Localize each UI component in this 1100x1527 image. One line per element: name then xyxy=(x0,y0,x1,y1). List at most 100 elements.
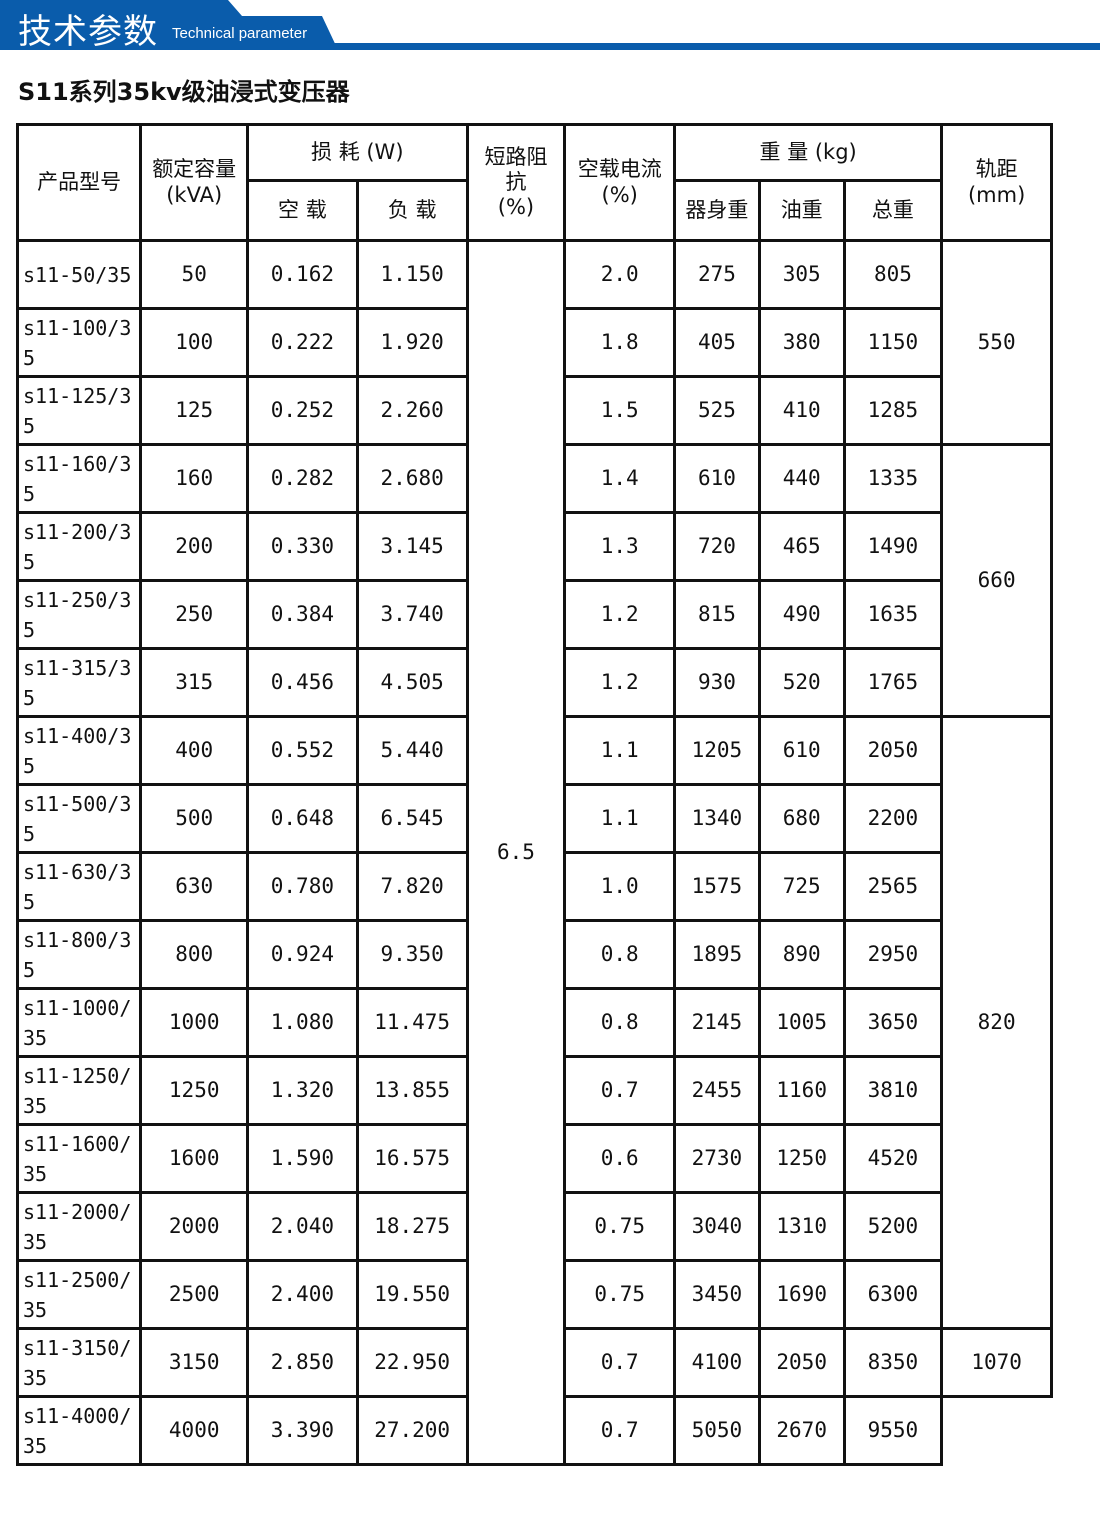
cell-capacity: 250 xyxy=(139,579,250,650)
cell-load-loss: 13.855 xyxy=(355,1055,469,1126)
cell-capacity: 2000 xyxy=(139,1191,250,1262)
banner-title-cn: 技术参数 xyxy=(18,12,158,52)
cell-total-weight: 2200 xyxy=(842,783,944,854)
cell-noload-loss: 0.456 xyxy=(246,647,359,718)
cell-load-loss: 11.475 xyxy=(355,987,469,1058)
header-rail-label: 轨距 xyxy=(975,157,1018,182)
header-weight: 重 量 (kg) xyxy=(673,123,944,182)
header-body-weight: 器身重 xyxy=(673,179,761,242)
table-row: s11-1000/35 1000 1.080 11.475 0.8 2145 1005 365… xyxy=(15,987,1052,1058)
header-current: 空载电流 (%) xyxy=(563,123,677,242)
cell-body-weight: 4100 xyxy=(673,1327,761,1398)
cell-noload-loss: 0.780 xyxy=(246,851,359,922)
cell-load-loss: 4.505 xyxy=(355,647,469,718)
cell-noload-current: 1.8 xyxy=(563,307,677,378)
table-row: s11-315/35 315 0.456 4.505 1.2 930 520 1765 xyxy=(15,647,1052,718)
table-row: s11-400/35 400 0.552 5.440 1.1 1205 610 2050 820 xyxy=(15,715,1053,1330)
cell-load-loss: 2.680 xyxy=(355,443,469,514)
document-title: S11系列35kv级油浸式变压器 xyxy=(18,78,350,106)
cell-model: s11-50/35 xyxy=(15,239,143,310)
cell-noload-loss: 2.400 xyxy=(246,1259,359,1330)
cell-body-weight: 1340 xyxy=(673,783,761,854)
table-row: s11-200/35 200 0.330 3.145 1.3 720 465 1490 xyxy=(15,511,1052,582)
cell-model: s11-1250/35 xyxy=(15,1055,143,1126)
cell-noload-loss: 0.648 xyxy=(246,783,359,854)
cell-noload-current: 1.0 xyxy=(563,851,677,922)
cell-load-loss: 7.820 xyxy=(355,851,469,922)
header-noload: 空 载 xyxy=(246,179,359,242)
cell-body-weight: 815 xyxy=(673,579,761,650)
cell-load-loss: 1.920 xyxy=(355,307,469,378)
cell-model: s11-2000/35 xyxy=(15,1191,143,1262)
header-oil-weight: 油重 xyxy=(757,179,846,242)
cell-noload-loss: 1.080 xyxy=(246,987,359,1058)
table-row: s11-2000/35 2000 2.040 18.275 0.75 3040 1310 52… xyxy=(15,1191,1052,1262)
cell-body-weight: 3450 xyxy=(673,1259,761,1330)
cell-capacity: 3150 xyxy=(139,1327,250,1398)
cell-model: s11-500/35 xyxy=(15,783,143,854)
header-capacity-unit: (kVA) xyxy=(166,182,223,207)
cell-load-loss: 18.275 xyxy=(355,1191,469,1262)
cell-body-weight: 930 xyxy=(673,647,761,718)
cell-noload-current: 1.1 xyxy=(563,783,677,854)
cell-noload-current: 0.7 xyxy=(563,1327,677,1398)
cell-noload-loss: 1.320 xyxy=(246,1055,359,1126)
table-row: s11-50/35 50 0.162 1.150 6.5 2.0 275 305 805 550 xyxy=(15,239,1053,1466)
cell-oil-weight: 1690 xyxy=(757,1259,846,1330)
cell-noload-current: 0.8 xyxy=(563,919,677,990)
cell-total-weight: 1335 xyxy=(842,443,944,514)
cell-capacity: 160 xyxy=(139,443,250,514)
table-row: s11-630/35 630 0.780 7.820 1.0 1575 725 2565 xyxy=(15,851,1052,922)
cell-capacity: 200 xyxy=(139,511,250,582)
cell-body-weight: 610 xyxy=(673,443,761,514)
cell-oil-weight: 520 xyxy=(757,647,846,718)
cell-oil-weight: 890 xyxy=(757,919,846,990)
spec-table: 产品型号 额定容量 (kVA) 损 耗 (W) 短路阻抗 (%) 空载电流 (%) 重… xyxy=(15,123,1053,1466)
cell-body-weight: 2455 xyxy=(673,1055,761,1126)
header-rail-unit: (mm) xyxy=(967,182,1026,207)
cell-noload-current: 0.8 xyxy=(563,987,677,1058)
cell-load-loss: 1.150 xyxy=(355,239,469,310)
cell-body-weight: 405 xyxy=(673,307,761,378)
cell-total-weight: 3650 xyxy=(842,987,944,1058)
cell-load-loss: 3.740 xyxy=(355,579,469,650)
cell-noload-current: 1.2 xyxy=(563,579,677,650)
cell-noload-loss: 0.282 xyxy=(246,443,359,514)
cell-noload-loss: 0.252 xyxy=(246,375,359,446)
cell-load-loss: 6.545 xyxy=(355,783,469,854)
cell-oil-weight: 1160 xyxy=(757,1055,846,1126)
cell-oil-weight: 380 xyxy=(757,307,846,378)
cell-oil-weight: 1005 xyxy=(757,987,846,1058)
cell-body-weight: 2730 xyxy=(673,1123,761,1194)
cell-total-weight: 805 xyxy=(842,239,944,310)
table-row: s11-125/35 125 0.252 2.260 1.5 525 410 1285 xyxy=(15,375,1052,446)
cell-capacity: 400 xyxy=(139,715,250,786)
cell-body-weight: 1205 xyxy=(673,715,761,786)
cell-total-weight: 2950 xyxy=(842,919,944,990)
header-model: 产品型号 xyxy=(15,123,143,242)
cell-noload-loss: 0.924 xyxy=(246,919,359,990)
cell-noload-loss: 0.384 xyxy=(246,579,359,650)
cell-total-weight: 9550 xyxy=(842,1395,944,1466)
cell-model: s11-800/35 xyxy=(15,919,143,990)
cell-oil-weight: 410 xyxy=(757,375,846,446)
header-impedance: 短路阻抗 (%) xyxy=(465,123,567,242)
cell-total-weight: 5200 xyxy=(842,1191,944,1262)
cell-load-loss: 16.575 xyxy=(355,1123,469,1194)
cell-model: s11-100/35 xyxy=(15,307,143,378)
cell-noload-current: 1.2 xyxy=(563,647,677,718)
cell-model: s11-1000/35 xyxy=(15,987,143,1058)
cell-model: s11-160/35 xyxy=(15,443,143,514)
cell-load-loss: 27.200 xyxy=(355,1395,469,1466)
header-loss: 损 耗 (W) xyxy=(246,123,469,182)
header-total-weight: 总重 xyxy=(842,179,944,242)
cell-body-weight: 2145 xyxy=(673,987,761,1058)
cell-rail: 820 xyxy=(940,715,1053,1330)
cell-capacity: 2500 xyxy=(139,1259,250,1330)
cell-model: s11-1600/35 xyxy=(15,1123,143,1194)
cell-model: s11-630/35 xyxy=(15,851,143,922)
header-current-label: 空载电流 xyxy=(577,157,662,182)
cell-noload-current: 0.6 xyxy=(563,1123,677,1194)
cell-model: s11-2500/35 xyxy=(15,1259,143,1330)
cell-capacity: 4000 xyxy=(139,1395,250,1466)
